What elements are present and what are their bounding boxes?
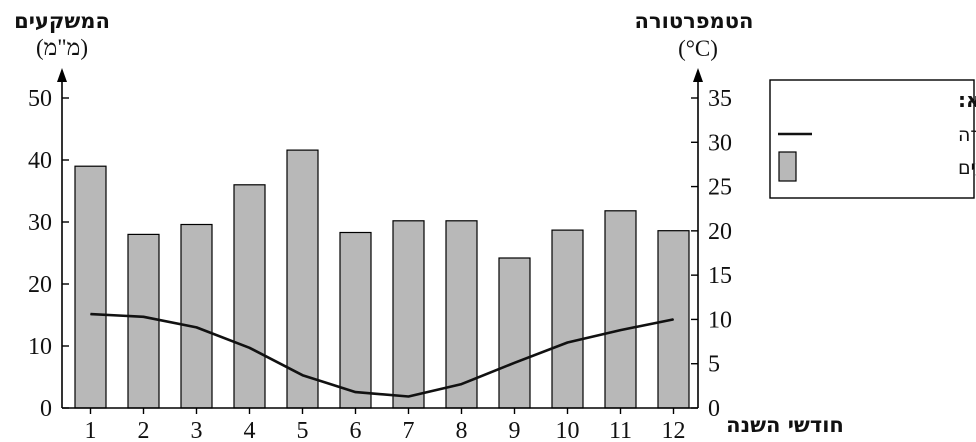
temperature-point-11 — [620, 329, 621, 331]
precipitation-bar-6 — [339, 231, 372, 409]
x-tick-label-8: 8 — [456, 418, 468, 442]
x-tick-label-12: 12 — [662, 418, 686, 442]
right-axis-unit: (°C) — [678, 36, 718, 61]
right-tick-label-0: 0 — [708, 396, 720, 422]
precipitation-bar-10 — [551, 229, 584, 409]
right-axis-arrow — [693, 68, 703, 82]
temperature-point-10 — [567, 342, 568, 343]
temperature-point-9 — [514, 362, 515, 364]
x-tick-label-5: 5 — [297, 418, 309, 442]
x-tick-label-6: 6 — [350, 418, 362, 442]
right-tick-label-25: 25 — [708, 175, 732, 201]
precipitation-bar-11 — [604, 210, 637, 409]
left-tick-label-40: 40 — [28, 148, 52, 174]
legend-label-temperature: טמפרטורה — [958, 124, 976, 146]
right-axis-ticks: 0 5 10 15 20 25 30 35 — [691, 86, 732, 422]
legend-box — [769, 79, 975, 199]
x-tick-label-3: 3 — [191, 418, 203, 442]
x-tick-label-2: 2 — [138, 418, 150, 442]
left-axis-arrow — [57, 68, 67, 82]
temperature-point-8 — [461, 383, 462, 385]
precipitation-bar-3 — [180, 223, 213, 409]
left-axis-ticks: 0 10 20 30 40 50 — [28, 86, 69, 422]
temperature-point-6 — [355, 391, 356, 393]
x-tick-label-11: 11 — [609, 418, 632, 442]
right-tick-label-10: 10 — [708, 307, 732, 333]
x-tick-label-9: 9 — [509, 418, 521, 442]
right-tick-label-15: 15 — [708, 263, 732, 289]
precipitation-bar-8 — [445, 220, 478, 409]
left-axis-title: המשקעים — [14, 9, 110, 33]
legend-title: מקרא: — [958, 88, 976, 112]
x-axis-ticks: 1 2 3 4 5 6 7 8 9 10 11 12 — [85, 408, 686, 442]
precipitation-bar-5 — [286, 149, 319, 409]
temperature-line — [90, 312, 674, 398]
right-tick-label-20: 20 — [708, 219, 732, 245]
precipitation-bar-2 — [127, 233, 160, 409]
temperature-point-5 — [302, 374, 303, 376]
x-tick-label-4: 4 — [244, 418, 256, 442]
temperature-point-2 — [143, 316, 144, 318]
x-tick-label-1: 1 — [85, 418, 97, 442]
left-axis-unit: (מ"מ) — [36, 35, 88, 60]
bars-layer — [74, 149, 690, 409]
right-tick-label-35: 35 — [708, 86, 732, 112]
right-axis-title: הטמפרטורה — [635, 9, 754, 33]
legend: מקרא: טמפרטורה משקעים — [769, 79, 976, 199]
precipitation-bar-4 — [233, 184, 266, 409]
temperature-point-7 — [408, 396, 409, 397]
precipitation-bar-7 — [392, 220, 425, 409]
left-tick-label-30: 30 — [28, 210, 52, 236]
temperature-point-12 — [673, 318, 674, 320]
temperature-point-3 — [196, 326, 197, 328]
right-tick-label-5: 5 — [708, 352, 720, 378]
x-axis-title: חודשי השנה — [726, 413, 844, 437]
temperature-point-4 — [249, 347, 250, 349]
left-tick-label-20: 20 — [28, 272, 52, 298]
legend-label-precipitation: משקעים — [958, 157, 976, 179]
x-tick-label-10: 10 — [556, 418, 580, 442]
temperature-line-layer — [90, 312, 674, 398]
temperature-point-1 — [90, 313, 91, 315]
precipitation-bar-1 — [74, 165, 107, 409]
left-tick-label-0: 0 — [40, 396, 52, 422]
x-tick-label-7: 7 — [403, 418, 415, 442]
precipitation-bar-9 — [498, 257, 531, 409]
left-tick-label-50: 50 — [28, 86, 52, 112]
legend-bar-symbol — [778, 151, 797, 182]
left-tick-label-10: 10 — [28, 334, 52, 360]
right-tick-label-30: 30 — [708, 130, 732, 156]
